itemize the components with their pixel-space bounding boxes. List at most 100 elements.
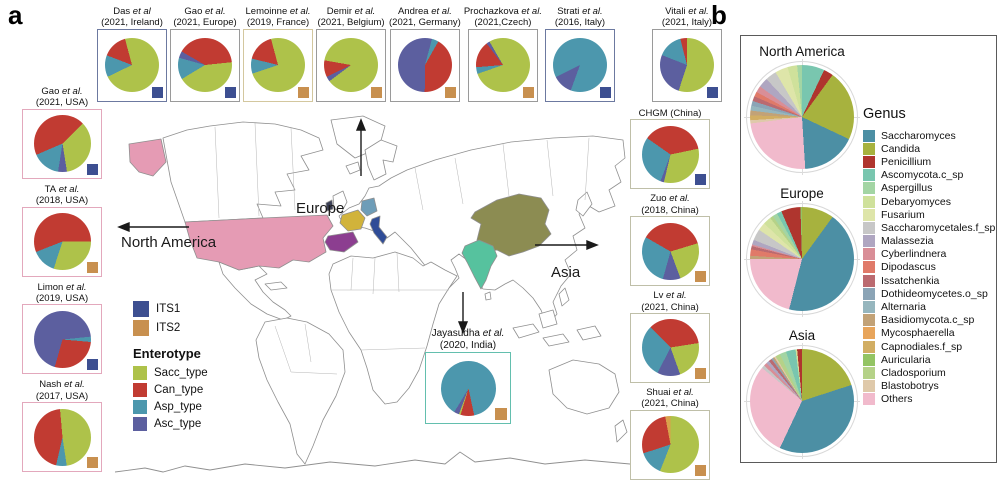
its-marker (495, 408, 507, 420)
study-label: Zuo et al. (2018, China) (641, 193, 699, 216)
legend-swatch (133, 383, 147, 397)
legend-label: Dipodascus (881, 261, 936, 274)
legend-label: Asc_type (154, 418, 202, 430)
enterotype-pie (33, 115, 91, 173)
legend-label: Asp_type (154, 401, 202, 413)
pie-chart-box (630, 216, 710, 287)
study-card: Das et al (2021, Ireland) (97, 6, 167, 102)
map-label-north-america: North America (121, 234, 217, 251)
legend-label: Dothideomycetes.o_sp (881, 287, 988, 300)
antarctica-coast (114, 451, 631, 473)
country-india (461, 239, 498, 290)
legend-swatch (863, 340, 875, 353)
study-card: Gao et al. (2021, Europe) (170, 6, 240, 102)
legend-swatch (133, 417, 147, 431)
country-borders (214, 122, 590, 375)
study-card: Demir et al. (2021, Belgium) (316, 6, 386, 102)
legend-swatch (133, 320, 149, 336)
legend-swatch (863, 380, 875, 393)
study-card: Strati et al. (2016, Italy) (544, 6, 615, 102)
legend-swatch (863, 366, 875, 379)
its-marker (522, 86, 534, 98)
region-pies: North America Europe Asia (743, 44, 861, 459)
legend-label: Penicillium (881, 155, 932, 168)
legend-label: Alternaria (881, 301, 926, 314)
legend-label: Mycosphaerella (881, 327, 955, 340)
country-germany (360, 197, 378, 217)
genus-legend-item: Others (863, 393, 995, 406)
pie-chart-box (316, 28, 386, 102)
study-card: Lemoinne et al. (2019, France) (243, 6, 313, 102)
enterotype-pie (105, 38, 159, 93)
country-france (339, 209, 366, 232)
legend-label: ITS2 (156, 322, 181, 334)
enterotype-pie (641, 125, 699, 183)
its-marker (152, 86, 163, 98)
legend-label: Blastobotrys (881, 380, 939, 393)
enterotype-legend-item: Sacc_type (133, 366, 208, 380)
enterotype-pie (552, 38, 607, 93)
region-title: Asia (788, 328, 816, 343)
legend-swatch (863, 208, 875, 221)
country-new-zealand (614, 419, 628, 443)
genus-legend-item: Debaryomyces (863, 195, 995, 208)
study-label: Das et al (2021, Ireland) (101, 6, 163, 29)
legend-swatch (863, 142, 875, 155)
world-map-area: Europe North America Asia ITS1 ITS2 Enter… (114, 112, 631, 480)
map-label-asia: Asia (551, 264, 581, 281)
legend-swatch (863, 182, 875, 195)
study-card: Shuai et al. (2021, China) (630, 387, 710, 480)
region-alaska (128, 138, 167, 177)
study-label: Nash et al. (2017, USA) (35, 379, 89, 402)
pie-ring (744, 201, 860, 317)
legend-swatch (863, 274, 875, 287)
legend-swatch (863, 327, 875, 340)
study-label: Shuai et al. (2021, China) (641, 386, 699, 410)
continent-south-america (255, 317, 346, 465)
legend-swatch (863, 129, 875, 142)
study-label: TA et al. (2018, USA) (35, 183, 89, 207)
enterotype-pie (324, 38, 378, 93)
genus-legend-item: Dothideomycetes.o_sp (863, 287, 995, 300)
region-scandinavia (364, 139, 398, 181)
study-card: Limon et al. (2019, USA) (22, 282, 102, 375)
study-label: Jayasudha et al. (2020, India) (431, 328, 505, 351)
genus-legend-item: Dipodascus (863, 261, 995, 274)
pie-chart-box (630, 312, 710, 383)
legend-swatch (133, 301, 149, 317)
study-card: Gao et al. (2021, USA) (22, 86, 102, 179)
enterotype-legend: Sacc_type Can_type Asp_type Asc_type (133, 366, 208, 431)
genus-legend-item: Saccharomyces (863, 129, 995, 142)
pie-chart-box (97, 28, 167, 102)
genus-legend-item: Blastobotrys (863, 380, 995, 393)
pie-chart-box (170, 28, 240, 102)
enterotype-pie (440, 360, 496, 416)
study-label: Prochazkova et al. (2021,Czech) (463, 6, 542, 29)
genus-legend-item: Malassezia (863, 235, 995, 248)
legend-swatch (863, 393, 875, 406)
legend-label: Saccharomyces (881, 129, 956, 142)
legend-swatch (863, 353, 875, 366)
legend-label: Issatchenkia (881, 274, 940, 287)
region-pie-block: North America (744, 44, 860, 175)
legend-label: Basidiomycota.c_sp (881, 314, 975, 327)
its-marker (87, 457, 98, 469)
legend-swatch (863, 169, 875, 182)
country-iceland (345, 161, 361, 175)
its-marker (695, 464, 706, 476)
country-china (470, 193, 552, 257)
enterotype-legend-item: Asp_type (133, 400, 208, 414)
top-row-study-pies: Das et al (2021, Ireland) Gao et al. (2021,… (97, 6, 722, 102)
study-card: Prochazkova et al. (2021,Czech) (464, 6, 542, 102)
its-marker (87, 163, 98, 175)
genus-legend-item: Alternaria (863, 300, 995, 314)
pie-ring (744, 59, 860, 175)
island-sumatra (512, 323, 540, 339)
genus-pie (750, 207, 854, 311)
region-pie-block: Asia (744, 328, 860, 459)
enterotype-pie (33, 408, 91, 466)
its-marker (87, 261, 98, 273)
legend-label: Fusarium (881, 208, 925, 221)
legend-swatch (863, 155, 875, 168)
study-card: Nash et al. (2017, USA) (22, 379, 102, 473)
